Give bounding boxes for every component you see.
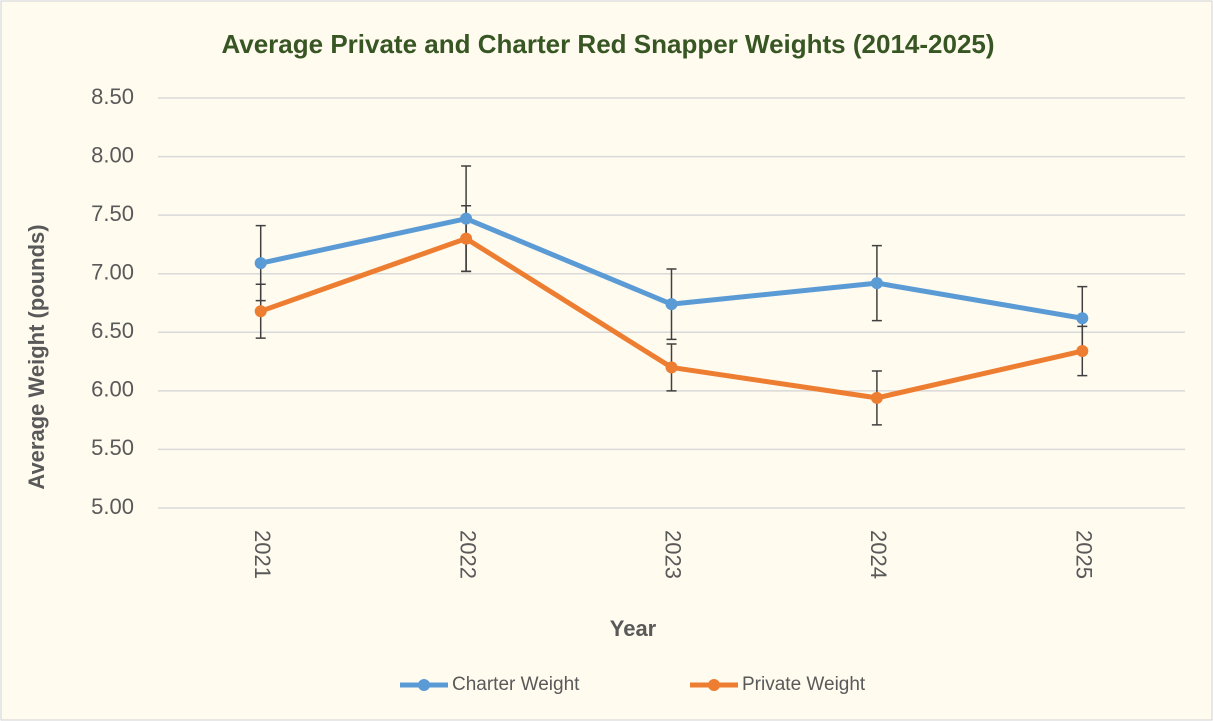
x-tick-label: 2024	[866, 530, 891, 579]
data-point	[665, 361, 678, 374]
x-tick-label: 2023	[661, 530, 686, 579]
y-tick-label: 7.50	[91, 201, 134, 226]
data-point	[1076, 312, 1089, 325]
data-point	[870, 277, 883, 290]
data-point	[254, 305, 267, 318]
y-tick-label: 8.00	[91, 142, 134, 167]
data-point	[665, 298, 678, 311]
y-axis-title: Average Weight (pounds)	[24, 224, 49, 489]
data-point	[460, 232, 473, 245]
chart-title: Average Private and Charter Red Snapper …	[221, 29, 994, 59]
x-tick-label: 2021	[250, 530, 275, 579]
legend-marker	[418, 679, 430, 691]
legend-label: Charter Weight	[452, 674, 580, 695]
data-point	[870, 391, 883, 404]
legend-label: Private Weight	[742, 674, 866, 695]
data-point	[460, 212, 473, 225]
x-tick-label: 2022	[455, 530, 480, 579]
x-tick-label: 2025	[1071, 530, 1096, 579]
legend-marker	[708, 679, 720, 691]
y-tick-label: 7.00	[91, 260, 134, 285]
data-point	[1076, 345, 1089, 358]
data-point	[254, 257, 267, 270]
y-tick-label: 6.00	[91, 377, 134, 402]
y-tick-label: 8.50	[91, 84, 134, 109]
y-tick-label: 5.50	[91, 435, 134, 460]
y-tick-label: 5.00	[91, 494, 134, 519]
y-tick-label: 6.50	[91, 318, 134, 343]
x-axis-title: Year	[610, 616, 657, 641]
